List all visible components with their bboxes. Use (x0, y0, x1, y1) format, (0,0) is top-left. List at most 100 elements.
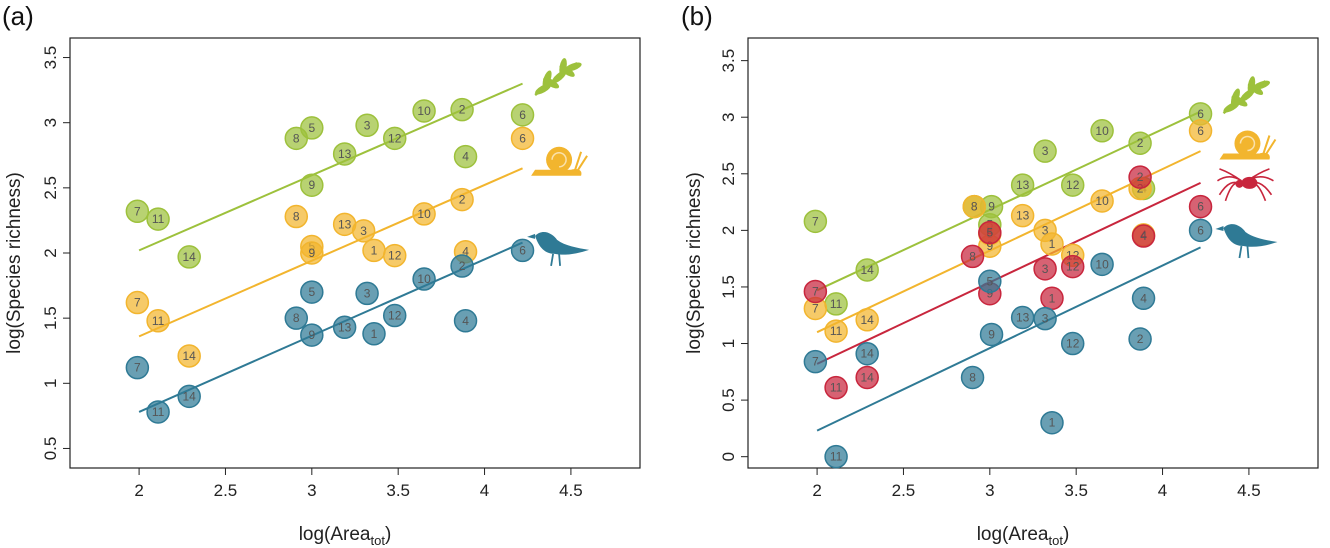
birds-point-marker (979, 322, 1004, 347)
birds-point: 10 (412, 267, 436, 291)
birds-point: 11 (146, 400, 170, 424)
panel-label: (a) (2, 1, 34, 31)
snails-point: 14 (177, 344, 201, 368)
snails-point: 9 (300, 241, 324, 265)
snails-point-label: 11 (830, 324, 843, 338)
plants-point-marker (300, 116, 324, 140)
plants-point: 3 (1033, 139, 1057, 163)
birds-fit-line (816, 246, 1201, 432)
bird-icon (527, 232, 590, 267)
birds-point: 1 (1040, 410, 1064, 435)
plants-point-marker (382, 126, 407, 151)
snails-point: 3 (351, 219, 376, 243)
x-axis-title: log(Areatot) (299, 524, 392, 548)
spiders-point: 14 (855, 365, 879, 390)
bird-body (1223, 224, 1278, 247)
y-tick-label: 2.5 (41, 176, 60, 200)
birds-point: 8 (960, 365, 985, 390)
spiders-point-marker (960, 244, 985, 269)
x-tick-label: 2.5 (214, 481, 238, 500)
birds-point-label: 10 (417, 272, 431, 286)
spiders-point: 12 (1060, 254, 1085, 279)
spider-leg (1217, 176, 1242, 182)
birds-point-marker (382, 303, 407, 328)
snails-point-marker (824, 319, 848, 343)
snails-point-marker (510, 126, 535, 151)
birds-point-marker (300, 280, 324, 304)
spiders-point-marker (855, 365, 879, 390)
plants-point-marker (146, 207, 170, 231)
plot-frame (747, 37, 1319, 469)
birds-point-label: 1 (371, 327, 378, 341)
birds-point-marker (450, 254, 474, 278)
spiders-point-marker (1128, 165, 1152, 189)
leaf (559, 58, 567, 76)
birds-point-marker (1128, 327, 1152, 351)
plants-point-label: 11 (152, 212, 165, 226)
plants-point-marker (355, 113, 379, 138)
birds-point: 6 (510, 238, 535, 263)
plants-point-marker (855, 258, 879, 282)
x-tick-label: 3.5 (386, 481, 410, 500)
snails-point: 2 (450, 187, 474, 212)
snails-point: 1 (1040, 232, 1064, 256)
birds-point-label: 4 (462, 314, 469, 328)
birds-point: 2 (1128, 327, 1152, 351)
birds-point: 13 (332, 315, 357, 340)
snails-point-label: 1 (371, 243, 378, 257)
birds-point-marker (332, 315, 357, 340)
birds-point: 8 (284, 306, 309, 330)
snails-point: 8 (962, 194, 987, 219)
birds-point-label: 2 (1137, 332, 1144, 346)
birds-point-marker (1060, 331, 1085, 356)
snail-spiral (551, 152, 567, 168)
birds-point-marker (412, 267, 436, 291)
snails-point-label: 13 (1016, 209, 1030, 223)
birds-point-marker (146, 400, 170, 424)
birds-point-marker (855, 341, 879, 366)
birds-point-marker (177, 384, 201, 409)
plants-point-label: 10 (417, 104, 431, 118)
plants-point: 14 (855, 258, 879, 282)
x-tick-label: 3.5 (1064, 481, 1088, 500)
snails-point-marker (284, 204, 309, 229)
plants-point-label: 2 (1137, 136, 1144, 150)
plants-point-marker (1010, 173, 1035, 197)
snails-point-label: 7 (812, 301, 819, 315)
spiders-point-label: 11 (830, 381, 843, 395)
birds-point-label: 12 (388, 309, 402, 323)
snails-point-label: 8 (971, 200, 978, 214)
birds-point-label: 6 (519, 243, 526, 257)
snail-spiral (1239, 135, 1256, 152)
x-tick-label: 2 (134, 481, 143, 500)
birds-point: 3 (355, 281, 379, 306)
birds-point: 14 (177, 384, 201, 409)
birds-point-label: 7 (134, 361, 141, 375)
birds-point-label: 6 (1197, 223, 1204, 237)
birds-point: 5 (978, 269, 1002, 294)
plants-point: 6 (1188, 102, 1213, 126)
snails-point-label: 3 (360, 224, 367, 238)
snails-point-marker (855, 308, 879, 332)
snails-point: 10 (1090, 189, 1114, 213)
plants-point-label: 14 (183, 250, 197, 264)
snails-point-label: 7 (134, 296, 141, 310)
plants-point-label: 3 (364, 118, 371, 132)
snail-icon (1219, 130, 1277, 160)
birds-point: 1 (362, 322, 386, 346)
snails-point-label: 3 (1042, 223, 1049, 237)
spiders-point-label: 9 (986, 287, 993, 301)
birds-point-marker (824, 444, 848, 469)
snail-shell (546, 146, 573, 173)
snails-point-marker (351, 219, 376, 243)
plants-point-marker (1090, 119, 1114, 143)
x-axis-title-subscript: tot (371, 533, 386, 548)
y-tick-label: 2.5 (719, 162, 738, 186)
birds-point-marker (125, 355, 150, 380)
snails-point-label: 10 (1095, 194, 1109, 208)
spiders-point-label: 12 (1066, 260, 1080, 274)
spiders-point: 2 (1128, 165, 1152, 189)
snails-point-marker (300, 241, 324, 265)
snails-point: 8 (284, 204, 309, 229)
snails-point-label: 2 (459, 193, 466, 207)
